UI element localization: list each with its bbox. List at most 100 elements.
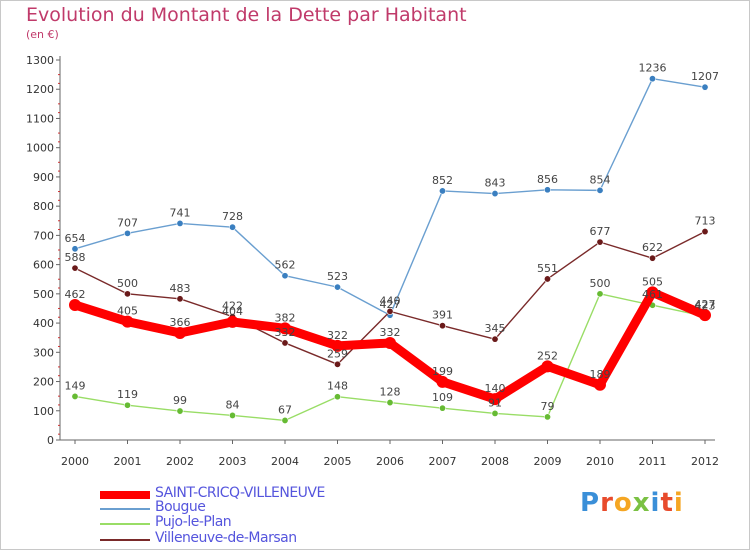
data-label: 440 [380,294,401,307]
data-label: 741 [170,206,191,219]
data-label: 427 [695,298,716,311]
data-point [333,283,341,291]
data-label: 588 [65,251,86,264]
data-label: 562 [275,259,296,272]
y-tick-label: 1200 [26,83,54,96]
data-label: 1236 [639,62,667,75]
data-label: 622 [642,241,663,254]
data-label: 345 [485,322,506,335]
data-label: 843 [485,177,506,190]
y-tick-label: 200 [33,376,54,389]
data-point [333,360,341,368]
data-label: 148 [327,380,348,393]
data-label: 382 [275,311,296,324]
data-label: 99 [173,394,187,407]
data-label: 427 [380,298,401,311]
legend-label: SAINT-CRICQ-VILLENEUVE [155,485,325,501]
y-tick-label: 600 [33,259,54,272]
data-point [701,83,709,91]
x-tick-label: 2011 [639,455,667,468]
logo-letter: t [660,488,674,518]
x-tick-label: 2005 [324,455,352,468]
data-label: 461 [642,288,663,301]
data-label: 252 [537,349,558,362]
data-label: 523 [327,270,348,283]
data-point [121,315,134,328]
data-point [596,290,604,298]
x-tick-label: 2002 [166,455,194,468]
data-label: 332 [380,326,401,339]
data-point [384,336,396,349]
data-label: 677 [590,225,611,238]
data-label: 422 [222,300,243,313]
data-point [386,307,394,315]
data-label: 551 [537,262,558,275]
x-tick-label: 2001 [114,455,142,468]
logo-letter: r [600,488,614,518]
legend-label: Bougue [155,499,206,515]
series-line [74,78,706,316]
data-point [71,264,79,272]
data-point [489,393,501,406]
data-label: 109 [432,391,453,404]
data-label: 713 [695,215,716,228]
data-point [701,228,709,236]
legend-swatch [100,491,150,499]
data-point [124,401,132,409]
data-point [648,75,656,83]
data-point [491,335,499,343]
data-label: 423 [695,299,716,312]
data-point [331,339,344,352]
y-tick-label: 1000 [26,142,54,155]
y-tick-label: 0 [47,434,54,447]
data-point [281,272,289,280]
data-point [438,404,446,412]
logo-letter: i [650,488,661,518]
x-tick-label: 2006 [376,455,404,468]
x-tick-label: 2010 [586,455,614,468]
data-label: 366 [170,316,191,329]
data-point [648,254,656,262]
data-label: 199 [432,365,453,378]
data-label: 67 [278,403,292,416]
data-label: 391 [432,309,453,322]
data-label: 404 [222,305,243,318]
data-label: 462 [65,288,86,301]
data-label: 149 [65,379,86,392]
legend-label: Pujo-le-Plan [155,514,232,530]
data-label: 322 [327,329,348,342]
data-label: 854 [590,173,611,186]
data-label: 119 [117,388,138,401]
x-tick-label: 2012 [691,455,719,468]
data-point [436,375,449,388]
legend-label: Villeneuve-de-Marsan [155,530,297,546]
data-label: 500 [590,277,611,290]
y-tick-label: 1300 [26,54,54,67]
data-label: 505 [642,275,663,288]
data-point [69,298,81,311]
x-tick-label: 2009 [534,455,562,468]
logo-letter: x [632,488,651,518]
x-tick-label: 2003 [219,455,247,468]
data-point [543,413,551,421]
legend-swatch [100,508,150,510]
data-label: 84 [226,398,240,411]
chart-title: Evolution du Montant de la Dette par Hab… [26,4,467,26]
data-point [386,399,394,407]
data-point [543,186,551,194]
data-point [124,290,132,298]
legend-swatch [100,523,150,525]
data-label: 79 [541,400,555,413]
x-tick-label: 2007 [429,455,457,468]
data-label: 654 [65,232,86,245]
data-label: 140 [485,382,506,395]
chart-subtitle: (en €) [26,28,59,41]
data-label: 189 [590,368,611,381]
data-point [438,322,446,330]
data-point [71,245,79,253]
logo-letter: o [613,488,633,518]
y-tick-label: 400 [33,317,54,330]
data-point [491,190,499,198]
data-point [699,309,711,322]
